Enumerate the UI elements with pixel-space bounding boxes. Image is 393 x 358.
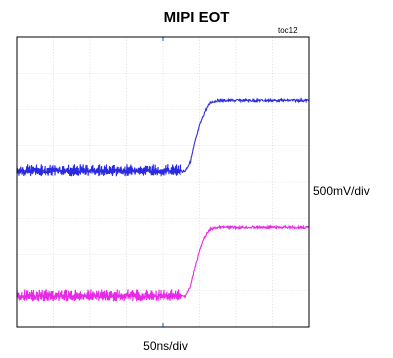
waveform-trace-2 (16, 224, 310, 302)
chart-title: MIPI EOT (163, 9, 230, 26)
figure-id: toc12 (278, 26, 298, 35)
vertical-scale-label: 500mV/div (313, 184, 370, 198)
horizontal-scale-label: 50ns/div (143, 339, 188, 353)
trace-group (16, 97, 310, 302)
waveform-trace-1 (16, 97, 310, 177)
plot-grid (17, 37, 309, 327)
plot-frame (16, 36, 310, 328)
